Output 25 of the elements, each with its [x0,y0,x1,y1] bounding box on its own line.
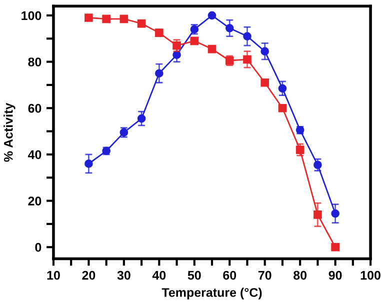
point [278,104,287,112]
x-tick-label: 80 [294,270,307,280]
x-tick-label: 20 [82,270,96,280]
y-tick-label: 80 [28,58,42,66]
y-tick-label: 60 [28,104,42,113]
point [331,242,340,252]
x-tick-label: 70 [258,270,272,280]
y-tick-label: 100 [22,11,42,20]
point [102,14,110,24]
point [260,78,270,87]
point [208,11,216,20]
x-tick-label: 50 [188,270,201,280]
x-tick-label: 40 [152,270,166,280]
point [84,14,93,22]
x-tick-label: 10 [47,270,60,280]
x-tick-label: 30 [117,270,130,280]
y-tick-label: 40 [28,150,42,160]
x-tick-label: 90 [328,270,342,280]
x-tick-label: 60 [223,270,236,280]
y-tick-label: 20 [28,196,42,206]
x-tick-label: 100 [360,270,380,280]
y-axis-title: % Activity [4,102,16,162]
x-axis-title: Temperature (°C) [162,288,262,300]
y-tick-label: 0 [35,242,42,252]
point [190,36,199,46]
